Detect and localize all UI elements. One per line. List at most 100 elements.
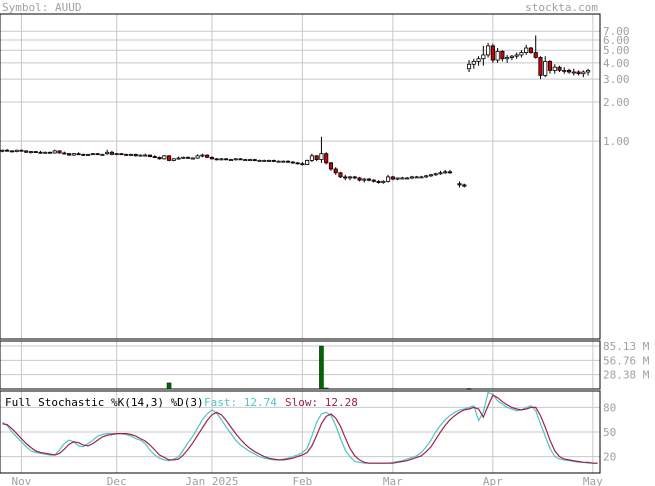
candle-up xyxy=(347,176,353,179)
candle-up xyxy=(486,45,491,56)
candle-up xyxy=(362,178,367,181)
candle-up xyxy=(176,157,181,160)
candle-up xyxy=(200,154,205,157)
x-tick-label: May xyxy=(583,475,603,486)
stoch-tick-label: 20 xyxy=(603,451,616,464)
stoch-fast-line xyxy=(2,391,598,464)
candle-up xyxy=(257,160,262,162)
price-candles xyxy=(0,35,591,188)
source-label: stockta.com xyxy=(525,1,598,14)
candle-up xyxy=(509,55,514,58)
stochastic-slow-label: Slow: 12.28 xyxy=(285,396,358,409)
candle-down xyxy=(224,158,229,161)
candle-down xyxy=(109,151,114,155)
candle-up xyxy=(181,156,186,159)
price-tick-label: 2.00 xyxy=(603,96,630,109)
candle-down xyxy=(300,163,305,166)
candle-up xyxy=(400,177,405,180)
candle-up xyxy=(443,171,448,174)
volume-tick-label: 28.38 M xyxy=(603,369,650,382)
candle-up xyxy=(276,160,281,163)
candle-down xyxy=(457,183,462,186)
candle-down xyxy=(324,153,329,164)
candle-down xyxy=(314,155,319,161)
candle-up xyxy=(409,176,414,179)
candle-up xyxy=(195,155,200,159)
candle-down xyxy=(81,153,86,156)
price-tick-label: 7.00 xyxy=(603,25,630,38)
candle-up xyxy=(138,154,143,157)
price-panel-frame xyxy=(0,13,601,340)
candle-down xyxy=(328,162,334,170)
candle-down xyxy=(566,69,572,73)
candle-down xyxy=(214,158,219,161)
candle-down xyxy=(333,168,338,174)
candle-up xyxy=(28,151,34,153)
candle-down xyxy=(209,156,214,160)
candle-down xyxy=(5,149,10,152)
candle-up xyxy=(386,176,391,182)
candle-up xyxy=(543,61,548,76)
candle-up xyxy=(514,54,519,57)
candle-up xyxy=(128,153,134,156)
candle-down xyxy=(500,50,505,60)
candle-down xyxy=(271,160,276,162)
candle-down xyxy=(38,151,43,154)
candle-down xyxy=(147,154,153,157)
candle-up xyxy=(228,159,234,162)
candle-up xyxy=(381,180,386,183)
candle-up xyxy=(419,176,424,179)
candle-down xyxy=(252,159,257,162)
candle-up xyxy=(281,160,286,163)
candle-down xyxy=(47,151,53,154)
volume-tick-label: 56.76 M xyxy=(603,354,650,367)
volume-bars xyxy=(166,345,472,390)
stoch-tick-label: 50 xyxy=(603,426,616,439)
candle-up xyxy=(43,151,48,154)
candle-down xyxy=(57,150,62,154)
candle-up xyxy=(71,153,76,156)
candle-down xyxy=(133,153,138,157)
candle-down xyxy=(295,162,300,165)
x-tick-label: Jan 2025 xyxy=(185,475,238,486)
candle-up xyxy=(466,63,472,70)
candle-down xyxy=(33,151,38,153)
stoch-slow-line xyxy=(2,394,598,464)
candle-down xyxy=(157,156,162,160)
candle-up xyxy=(505,57,510,60)
price-tick-label: 6.00 xyxy=(603,34,630,47)
price-tick-label: 5.00 xyxy=(603,44,630,57)
candle-up xyxy=(247,159,253,162)
candle-down xyxy=(9,150,14,153)
axis-labels: Nov Dec Jan 2025 Feb Mar Apr May 7.006.005.004.… xyxy=(11,25,649,486)
candle-down xyxy=(462,184,467,187)
candle-down xyxy=(343,176,348,179)
candle-up xyxy=(309,155,314,161)
candle-down xyxy=(538,57,543,76)
candle-up xyxy=(571,71,576,74)
volume-panel-frame xyxy=(0,340,601,390)
candle-up xyxy=(114,153,119,156)
candle-down xyxy=(447,171,453,174)
candle-up xyxy=(171,158,176,161)
candle-down xyxy=(357,177,362,181)
candle-up xyxy=(190,157,195,160)
x-tick-label: Feb xyxy=(292,475,312,486)
volume-bar xyxy=(466,388,472,390)
candle-down xyxy=(286,160,291,163)
candle-down xyxy=(290,161,295,164)
candle-up xyxy=(395,177,400,180)
candle-up xyxy=(105,151,110,155)
stochastic-lines xyxy=(2,391,598,464)
candle-up xyxy=(305,160,310,165)
price-tick-label: 1.00 xyxy=(603,135,630,148)
candle-up xyxy=(14,149,19,152)
candle-up xyxy=(552,66,557,71)
candle-up xyxy=(143,154,148,157)
candle-up xyxy=(405,177,410,180)
candle-up xyxy=(481,54,486,60)
candle-down xyxy=(124,153,129,156)
candle-down xyxy=(19,149,24,152)
volume-bar xyxy=(323,387,329,390)
